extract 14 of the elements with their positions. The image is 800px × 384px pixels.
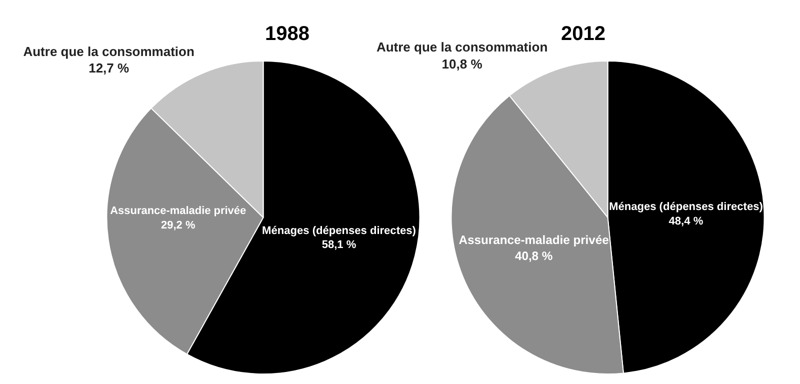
data-label: 10,8 % [442,56,483,72]
data-label: 29,2 % [161,219,196,232]
slice-label: Ménages (dépenses directes) [609,201,764,214]
data-label: 40,8 % [514,248,553,263]
chart-title: 2012 [561,23,606,45]
slice-label: Autre que la consommation [376,40,548,55]
chart-title: 1988 [265,23,310,45]
slice-label: Assurance-maladie privée [458,233,610,248]
slice-label: Ménages (dépenses directes) [262,224,416,237]
slice-label: Autre que la consommation [23,44,194,59]
data-label: 58,1 % [322,239,356,252]
data-label: 12,7 % [88,60,130,76]
data-label: 48,4 % [668,216,704,228]
slice-label: Assurance-maladie privée [110,205,246,218]
